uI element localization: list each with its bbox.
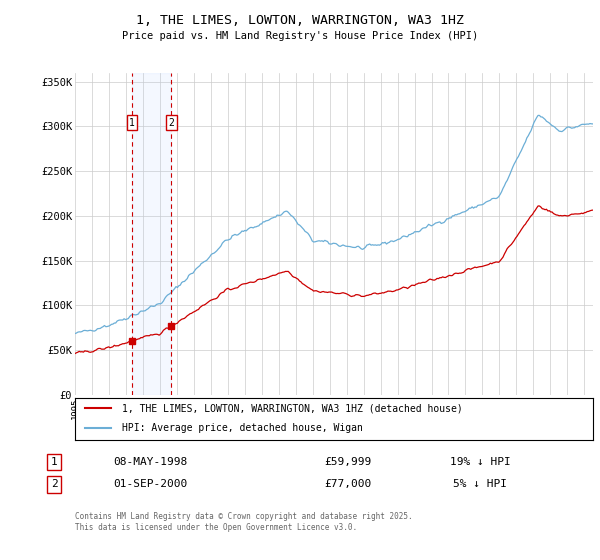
Text: 01-SEP-2000: 01-SEP-2000: [113, 479, 187, 489]
Text: 2: 2: [50, 479, 58, 489]
Text: 2: 2: [169, 118, 174, 128]
Text: Price paid vs. HM Land Registry's House Price Index (HPI): Price paid vs. HM Land Registry's House …: [122, 31, 478, 41]
Bar: [132, 73, 171, 395]
Text: HPI: Average price, detached house, Wigan: HPI: Average price, detached house, Wiga…: [122, 423, 362, 433]
Text: 08-MAY-1998: 08-MAY-1998: [113, 457, 187, 467]
Text: 1, THE LIMES, LOWTON, WARRINGTON, WA3 1HZ: 1, THE LIMES, LOWTON, WARRINGTON, WA3 1H…: [136, 14, 464, 27]
Text: 1, THE LIMES, LOWTON, WARRINGTON, WA3 1HZ (detached house): 1, THE LIMES, LOWTON, WARRINGTON, WA3 1H…: [122, 403, 463, 413]
Text: 1: 1: [50, 457, 58, 467]
Text: Contains HM Land Registry data © Crown copyright and database right 2025.
This d: Contains HM Land Registry data © Crown c…: [75, 512, 413, 532]
Text: 5% ↓ HPI: 5% ↓ HPI: [453, 479, 507, 489]
Text: 19% ↓ HPI: 19% ↓ HPI: [449, 457, 511, 467]
Text: 1: 1: [129, 118, 135, 128]
Text: £59,999: £59,999: [325, 457, 371, 467]
Text: £77,000: £77,000: [325, 479, 371, 489]
